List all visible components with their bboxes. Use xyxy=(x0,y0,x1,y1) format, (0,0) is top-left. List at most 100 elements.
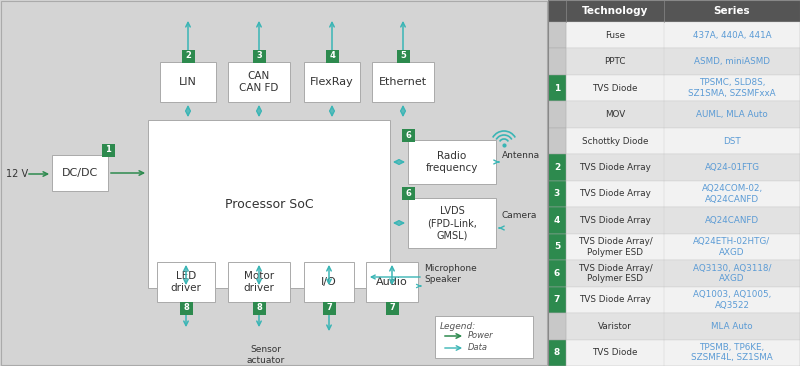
Text: Power: Power xyxy=(468,332,494,340)
Text: AQ1003, AQ1005,
AQ3522: AQ1003, AQ1005, AQ3522 xyxy=(693,290,771,310)
Text: 6: 6 xyxy=(405,131,411,139)
FancyBboxPatch shape xyxy=(566,75,800,101)
Text: 5: 5 xyxy=(554,242,560,251)
Text: Ethernet: Ethernet xyxy=(379,77,427,87)
Text: Sensor
actuator
switch/button: Sensor actuator switch/button xyxy=(235,345,297,366)
FancyBboxPatch shape xyxy=(402,187,414,199)
Text: 7: 7 xyxy=(389,303,395,313)
FancyBboxPatch shape xyxy=(228,62,290,102)
Text: LVDS
(FPD-Link,
GMSL): LVDS (FPD-Link, GMSL) xyxy=(427,206,477,240)
FancyBboxPatch shape xyxy=(322,302,335,314)
Text: AQ24-01FTG: AQ24-01FTG xyxy=(705,163,759,172)
FancyBboxPatch shape xyxy=(157,262,215,302)
FancyBboxPatch shape xyxy=(548,207,566,234)
Text: I/O: I/O xyxy=(321,277,337,287)
FancyBboxPatch shape xyxy=(397,49,410,63)
Text: Processor SoC: Processor SoC xyxy=(225,198,314,210)
Text: 8: 8 xyxy=(256,303,262,313)
Text: 4: 4 xyxy=(554,216,560,225)
Text: AQ24CANFD: AQ24CANFD xyxy=(705,216,759,225)
FancyBboxPatch shape xyxy=(548,340,566,366)
FancyBboxPatch shape xyxy=(435,316,533,358)
Text: DC/DC: DC/DC xyxy=(62,168,98,178)
Text: Series: Series xyxy=(714,6,750,16)
FancyBboxPatch shape xyxy=(566,22,800,48)
Text: TPSMC, SLD8S,
SZ1SMA, SZSMFxxA: TPSMC, SLD8S, SZ1SMA, SZSMFxxA xyxy=(688,78,776,98)
FancyBboxPatch shape xyxy=(566,181,800,207)
FancyBboxPatch shape xyxy=(102,143,114,157)
Text: Microphone
Speaker: Microphone Speaker xyxy=(424,264,477,284)
Text: 12 V: 12 V xyxy=(6,169,28,179)
FancyBboxPatch shape xyxy=(548,75,566,101)
Text: Legend:: Legend: xyxy=(440,322,476,331)
Text: TVS Diode Array/
Polymer ESD: TVS Diode Array/ Polymer ESD xyxy=(578,264,652,283)
FancyBboxPatch shape xyxy=(253,302,266,314)
Text: 7: 7 xyxy=(326,303,332,313)
FancyBboxPatch shape xyxy=(566,154,800,181)
FancyBboxPatch shape xyxy=(566,48,800,75)
Text: Antenna: Antenna xyxy=(502,152,540,161)
FancyBboxPatch shape xyxy=(386,302,398,314)
Text: ASMD, miniASMD: ASMD, miniASMD xyxy=(694,57,770,66)
FancyBboxPatch shape xyxy=(1,1,547,365)
Text: 437A, 440A, 441A: 437A, 440A, 441A xyxy=(693,31,771,40)
Text: 1: 1 xyxy=(554,84,560,93)
FancyBboxPatch shape xyxy=(548,287,566,313)
FancyBboxPatch shape xyxy=(408,198,496,248)
Text: MLA Auto: MLA Auto xyxy=(711,322,753,331)
Text: Fuse: Fuse xyxy=(605,31,625,40)
FancyBboxPatch shape xyxy=(548,234,566,260)
FancyBboxPatch shape xyxy=(548,154,566,181)
Text: Schottky Diode: Schottky Diode xyxy=(582,137,648,146)
Text: Data: Data xyxy=(468,344,488,352)
FancyBboxPatch shape xyxy=(548,0,800,22)
FancyBboxPatch shape xyxy=(566,234,800,260)
Text: 6: 6 xyxy=(554,269,560,278)
Text: Motor
driver: Motor driver xyxy=(243,271,274,293)
FancyBboxPatch shape xyxy=(566,287,800,313)
Text: AQ24ETH-02HTG/
AXGD: AQ24ETH-02HTG/ AXGD xyxy=(694,237,770,257)
FancyBboxPatch shape xyxy=(402,128,414,142)
Text: DST: DST xyxy=(723,137,741,146)
FancyBboxPatch shape xyxy=(548,128,566,154)
Text: 8: 8 xyxy=(183,303,189,313)
FancyBboxPatch shape xyxy=(408,140,496,184)
Text: 1: 1 xyxy=(105,146,111,154)
Text: TVS Diode Array: TVS Diode Array xyxy=(579,216,651,225)
Text: PPTC: PPTC xyxy=(604,57,626,66)
Text: 5: 5 xyxy=(400,52,406,60)
Text: AQ3130, AQ3118/
AXGD: AQ3130, AQ3118/ AXGD xyxy=(693,264,771,283)
Text: AUML, MLA Auto: AUML, MLA Auto xyxy=(696,110,768,119)
FancyBboxPatch shape xyxy=(548,181,566,207)
Text: 2: 2 xyxy=(554,163,560,172)
Text: LIN: LIN xyxy=(179,77,197,87)
Text: TVS Diode Array: TVS Diode Array xyxy=(579,295,651,305)
Text: Technology: Technology xyxy=(582,6,648,16)
FancyBboxPatch shape xyxy=(148,120,390,288)
FancyBboxPatch shape xyxy=(566,313,800,340)
FancyBboxPatch shape xyxy=(160,62,216,102)
Text: CAN
CAN FD: CAN CAN FD xyxy=(239,71,278,93)
FancyBboxPatch shape xyxy=(566,101,800,128)
Text: TPSMB, TP6KE,
SZSMF4L, SZ1SMA: TPSMB, TP6KE, SZSMF4L, SZ1SMA xyxy=(691,343,773,362)
Text: 7: 7 xyxy=(554,295,560,305)
FancyBboxPatch shape xyxy=(304,62,360,102)
Text: TVS Diode Array/
Polymer ESD: TVS Diode Array/ Polymer ESD xyxy=(578,237,652,257)
Text: MOV: MOV xyxy=(605,110,625,119)
Text: 3: 3 xyxy=(256,52,262,60)
FancyBboxPatch shape xyxy=(182,49,194,63)
FancyBboxPatch shape xyxy=(326,49,338,63)
Text: 2: 2 xyxy=(185,52,191,60)
FancyBboxPatch shape xyxy=(372,62,434,102)
FancyBboxPatch shape xyxy=(253,49,266,63)
Text: Audio: Audio xyxy=(376,277,408,287)
Text: 8: 8 xyxy=(554,348,560,357)
Text: TVS Diode: TVS Diode xyxy=(592,348,638,357)
FancyBboxPatch shape xyxy=(548,313,566,340)
Text: 4: 4 xyxy=(329,52,335,60)
FancyBboxPatch shape xyxy=(566,340,800,366)
FancyBboxPatch shape xyxy=(566,128,800,154)
FancyBboxPatch shape xyxy=(548,260,566,287)
FancyBboxPatch shape xyxy=(52,155,108,191)
FancyBboxPatch shape xyxy=(548,22,566,48)
